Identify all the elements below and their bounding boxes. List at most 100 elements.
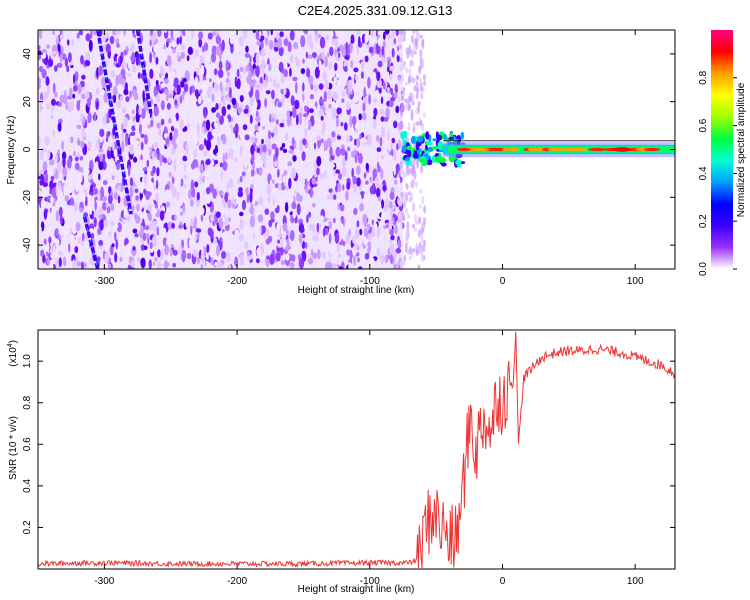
heatmap-cell (269, 253, 275, 265)
heatmap-cell (204, 138, 207, 147)
heatmap-cell (64, 57, 68, 68)
heatmap-cell (98, 214, 103, 220)
heatmap-cell (133, 213, 138, 219)
heatmap-cell (55, 227, 59, 238)
heatmap-cell (419, 158, 425, 163)
heatmap-cell (218, 102, 222, 109)
heatmap-cell (135, 54, 139, 66)
heatmap-cell (278, 61, 284, 73)
heatmap-cell (102, 30, 107, 43)
heatmap-cell (205, 187, 211, 195)
heatmap-cell (281, 55, 285, 61)
heatmap-cell (264, 37, 269, 46)
heatmap-cell (371, 219, 374, 226)
heatmap-cell (93, 111, 97, 122)
heatmap-cell (351, 115, 357, 126)
heatmap-cell (367, 134, 372, 145)
heatmap-cell (244, 241, 249, 249)
heatmap-cell (244, 134, 250, 141)
heatmap-cell (318, 83, 324, 90)
y-tick-label: 0.4 (22, 478, 33, 492)
heatmap-cell (59, 214, 63, 225)
heatmap-cell (258, 196, 264, 205)
heatmap-cell (121, 107, 126, 114)
heatmap-cell (260, 117, 266, 127)
heatmap-cell (314, 30, 318, 35)
heatmap-cell (198, 38, 203, 48)
heatmap-cell (117, 185, 122, 192)
heatmap-cell (360, 71, 364, 79)
heatmap-cell (298, 112, 303, 119)
heatmap-cell (340, 144, 345, 149)
heatmap-cell (181, 238, 185, 249)
heatmap-cell (313, 131, 317, 136)
heatmap-cell (232, 150, 237, 159)
heatmap-cell (191, 161, 196, 170)
heatmap-cell (55, 183, 59, 196)
heatmap-cell (388, 219, 393, 225)
heatmap-cell (58, 251, 63, 256)
heatmap-cell (397, 122, 401, 131)
heatmap-cell (62, 156, 66, 168)
heatmap-cell (405, 207, 409, 215)
heatmap-cell (112, 141, 115, 152)
colorbar-tick-label: 0.8 (698, 70, 709, 84)
heatmap-cell (54, 78, 59, 84)
heatmap-cell (76, 100, 81, 112)
heatmap-cell (323, 155, 329, 160)
heatmap-cell (199, 163, 204, 174)
heatmap-cell (401, 212, 405, 221)
heatmap-cell (85, 168, 90, 175)
heatmap-cell (348, 205, 354, 216)
heatmap-cell (146, 159, 149, 168)
heatmap-cell (181, 230, 186, 241)
heatmap-cell (293, 41, 299, 50)
heatmap-cell (402, 87, 406, 92)
heatmap-cell (106, 112, 110, 125)
heatmap-cell (352, 236, 355, 244)
heatmap-cell (74, 246, 79, 254)
heatmap-cell (279, 146, 284, 151)
heatmap-cell (232, 142, 237, 151)
heatmap-cell (264, 214, 270, 223)
heatmap-cell (342, 240, 346, 247)
heatmap-cell (432, 138, 437, 142)
heatmap-cell (373, 107, 378, 117)
heatmap-cell (92, 187, 98, 195)
heatmap-cell (406, 164, 409, 174)
heatmap-cell (276, 82, 280, 89)
heatmap-cell (43, 209, 48, 220)
x-tick-label: 0 (500, 276, 506, 287)
heatmap-cell (393, 263, 398, 269)
heatmap-cell (95, 87, 100, 95)
heatmap-cell (239, 95, 244, 103)
heatmap-cell (307, 34, 312, 45)
heatmap-cell (435, 155, 442, 164)
heatmap-cell (307, 54, 313, 59)
heatmap-cell (173, 77, 179, 85)
heatmap-cell (229, 87, 232, 99)
heatmap-cell (49, 180, 54, 190)
heatmap-cell (47, 149, 51, 160)
heatmap-cell (293, 161, 299, 169)
heatmap-cell (84, 43, 88, 54)
heatmap-cell (156, 84, 161, 91)
heatmap-cell (174, 254, 180, 263)
heatmap-cell (196, 228, 202, 233)
heatmap-cell (219, 81, 223, 92)
heatmap-cell (167, 30, 172, 34)
heatmap-cell (394, 179, 398, 185)
heatmap-cell (379, 253, 385, 265)
heatmap-cell (116, 162, 120, 171)
heatmap-cell (115, 74, 119, 87)
heatmap-cell (143, 245, 148, 250)
heatmap-cell (308, 211, 312, 218)
heatmap-cell (296, 138, 300, 143)
heatmap-cell (51, 98, 56, 107)
heatmap-cell (136, 257, 141, 262)
heatmap-cell (408, 68, 412, 75)
heatmap-cell (51, 117, 54, 126)
heatmap-cell (224, 117, 229, 129)
heatmap-cell (332, 217, 336, 224)
heatmap-cell (41, 68, 47, 79)
